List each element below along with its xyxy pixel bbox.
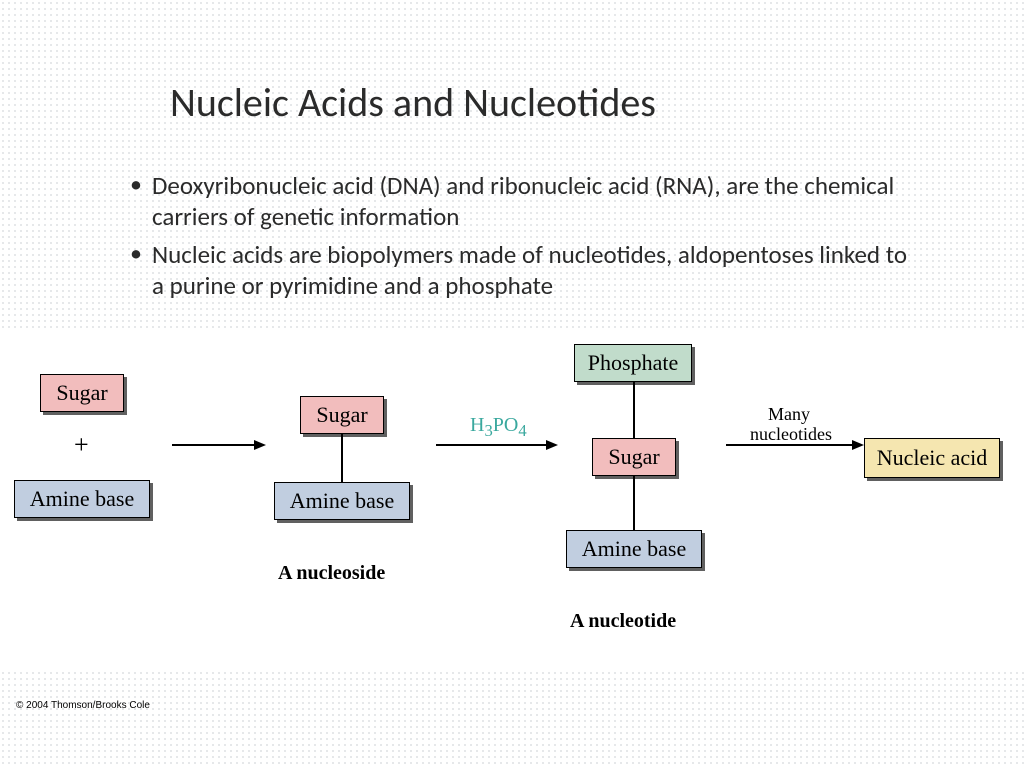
bullet-item: Nucleic acids are biopolymers made of nu…: [130, 239, 910, 302]
bullet-list: Deoxyribonucleic acid (DNA) and ribonucl…: [130, 170, 910, 307]
diagram-node-g2_amine: Amine base: [274, 482, 410, 520]
diagram-caption: A nucleotide: [570, 610, 676, 633]
slide-title: Nucleic Acids and Nucleotides: [170, 78, 656, 127]
diagram-node-g1_sugar: Sugar: [40, 374, 124, 412]
slide-page: Nucleic Acids and Nucleotides Deoxyribon…: [0, 0, 1024, 768]
diagram-caption: A nucleoside: [278, 562, 385, 585]
arrow-icon: [172, 435, 266, 455]
connector-line: [633, 476, 635, 530]
annotation-label: H3PO4: [470, 414, 527, 441]
annotation-label: nucleotides: [750, 424, 832, 445]
copyright-text: © 2004 Thomson/Brooks Cole: [16, 700, 150, 711]
connector-line: [633, 382, 635, 438]
diagram-node-g3_phosphate: Phosphate: [574, 344, 692, 382]
diagram-node-g1_amine: Amine base: [14, 480, 150, 518]
diagram-node-g3_sugar: Sugar: [592, 438, 676, 476]
dotted-background-bottom: [0, 670, 1024, 768]
diagram-area: Sugar Amine base Sugar Amine base Phosphate S…: [14, 330, 1010, 668]
annotation-label: Many: [768, 404, 810, 425]
connector-line: [341, 434, 343, 482]
diagram-node-g4_nucleic: Nucleic acid: [864, 438, 1000, 478]
plus-sign: +: [74, 430, 89, 460]
bullet-item: Deoxyribonucleic acid (DNA) and ribonucl…: [130, 170, 910, 233]
diagram-node-g2_sugar: Sugar: [300, 396, 384, 434]
diagram-node-g3_amine: Amine base: [566, 530, 702, 568]
